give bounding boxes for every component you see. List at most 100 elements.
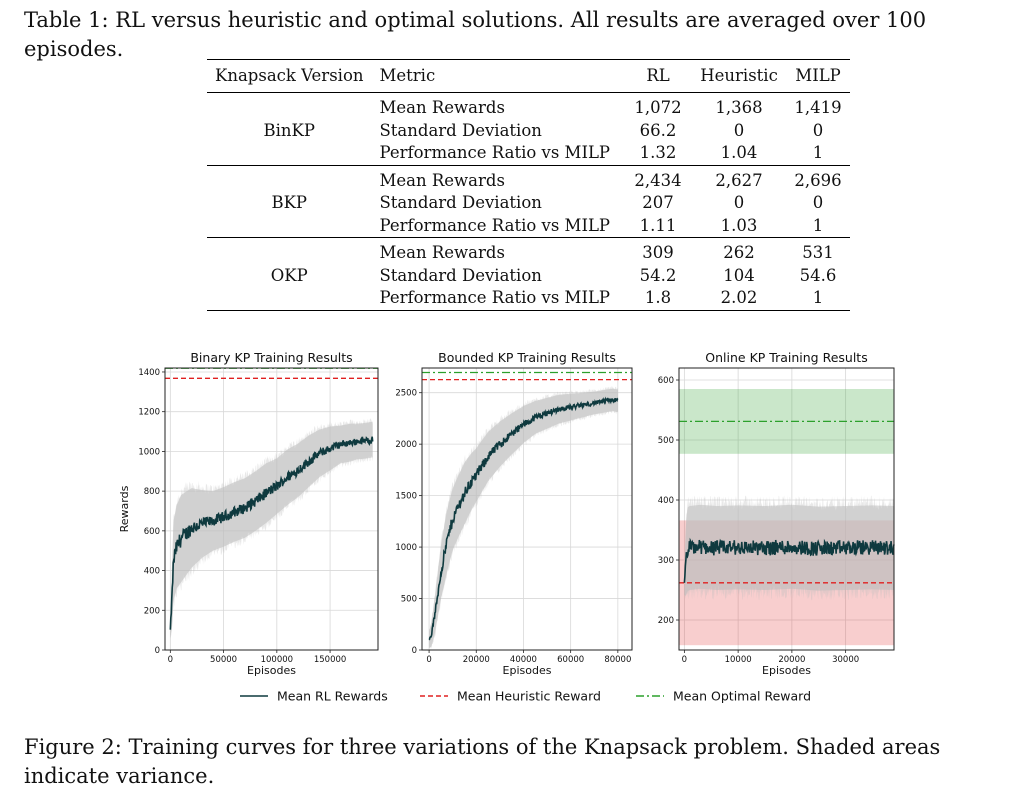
rl-mean-line: [683, 537, 895, 583]
table-group-okp: OKP Mean Rewards 309 262 531 Standard De…: [207, 238, 851, 310]
legend-label: Mean Optimal Reward: [673, 689, 811, 704]
milp-cell: 54.6: [799, 265, 837, 285]
rl-cell: 1.11: [639, 215, 677, 235]
metric-cell: Standard Deviation: [379, 120, 542, 140]
milp-cell: 0: [812, 120, 824, 140]
metric-cell: Mean Rewards: [379, 243, 505, 262]
heuristic-cell: 2.02: [720, 288, 758, 307]
heuristic-cell: 0: [733, 120, 745, 140]
chart-panel-2: Online KP Training Results 0 10000 20000 300…: [658, 350, 895, 677]
x-axis-label: Episodes: [247, 664, 296, 677]
y-tick-label: 500: [401, 595, 417, 605]
y-tick-label: 1500: [395, 492, 417, 502]
version-cell: BKP: [271, 193, 308, 212]
y-tick-label: 200: [144, 606, 160, 616]
metric-cell: Performance Ratio vs MILP: [379, 288, 611, 307]
table-row: Performance Ratio vs MILP 1.32 1.04 1: [207, 142, 850, 165]
y-tick-label: 800: [144, 487, 160, 497]
chart-frame: [164, 367, 379, 651]
y-tick-label: 400: [144, 567, 160, 577]
metric-cell: Performance Ratio vs MILP: [379, 215, 611, 235]
rl-mean-line: [428, 396, 619, 641]
rl-variance-band: [170, 421, 373, 639]
figure-caption: Figure 2: Training curves for three vari…: [24, 735, 941, 788]
table-row: Performance Ratio vs MILP 1.8 2.02 1: [207, 287, 850, 310]
rl-cell: 66.2: [639, 120, 677, 140]
x-tick-label: 20000: [778, 655, 805, 665]
chart-frame: [421, 367, 633, 651]
milp-cell: 2,696: [794, 170, 842, 190]
header-version: Knapsack Version: [207, 59, 372, 93]
rl-cell: 207: [642, 193, 674, 212]
x-tick-label: 0: [426, 655, 431, 665]
header-rl: RL: [624, 59, 693, 93]
rl-cell: 1.8: [644, 288, 672, 307]
table-group-bkp: BKP Mean Rewards 2,434 2,627 2,696 Stand…: [207, 165, 851, 238]
y-tick-label: 200: [658, 616, 674, 626]
chart-panel-0: Binary KP Training Results 0 50000 100000 15…: [118, 350, 379, 677]
milp-cell: 1,419: [794, 98, 842, 117]
header-heuristic: Heuristic: [692, 59, 787, 93]
metric-cell: Standard Deviation: [379, 265, 542, 285]
metric-cell: Mean Rewards: [379, 98, 505, 117]
y-tick-label: 600: [658, 376, 674, 386]
metric-cell: Mean Rewards: [379, 170, 505, 190]
x-tick-label: 30000: [832, 655, 859, 665]
x-axis-label: Episodes: [503, 664, 552, 677]
heuristic-cell: 104: [723, 265, 755, 285]
table-row: Standard Deviation 207 0 0: [207, 192, 850, 215]
y-tick-label: 0: [155, 646, 160, 656]
heuristic-cell: 1,368: [715, 98, 763, 117]
x-tick-label: 100000: [261, 655, 293, 665]
rl-variance-band: [429, 388, 618, 648]
x-tick-label: 0: [168, 655, 173, 665]
milp-cell: 1: [812, 215, 824, 235]
table-row: OKP Mean Rewards 309 262 531: [207, 238, 850, 285]
chart-frame: [678, 367, 895, 651]
table-row: Standard Deviation 66.2 0 0: [207, 120, 850, 143]
table-caption: Table 1: RL versus heuristic and optimal…: [24, 8, 927, 61]
table-group-binkp: BinKP Mean Rewards 1,072 1,368 1,419 Sta…: [207, 93, 851, 165]
y-tick-label: 600: [144, 527, 160, 537]
x-tick-label: 50000: [210, 655, 237, 665]
milp-cell: 531: [802, 243, 834, 262]
rl-cell: 1.32: [639, 143, 677, 162]
x-tick-label: 10000: [725, 655, 752, 665]
table-row: BKP Mean Rewards 2,434 2,627 2,696: [207, 165, 850, 213]
y-tick-label: 500: [658, 436, 674, 446]
y-tick-label: 1000: [395, 543, 417, 553]
milp-cell: 1: [812, 288, 824, 307]
metric-cell: Performance Ratio vs MILP: [379, 143, 611, 162]
y-tick-label: 1000: [138, 447, 160, 457]
results-table: Knapsack Version Metric RL Heuristic MIL…: [207, 59, 851, 311]
rl-cell: 54.2: [639, 265, 677, 285]
heuristic-cell: 0: [733, 193, 745, 212]
y-axis-label: Rewards: [118, 485, 131, 532]
metric-cell: Standard Deviation: [379, 193, 542, 212]
x-tick-label: 60000: [557, 655, 584, 665]
heuristic-cell: 2,627: [715, 170, 763, 190]
x-tick-label: 150000: [314, 655, 346, 665]
rl-cell: 1,072: [634, 98, 682, 117]
table-row: Standard Deviation 54.2 104 54.6: [207, 265, 850, 288]
y-tick-label: 400: [658, 496, 674, 506]
y-tick-label: 1200: [138, 408, 160, 418]
rl-cell: 2,434: [634, 170, 682, 190]
chart-title: Bounded KP Training Results: [438, 350, 616, 365]
y-tick-label: 2000: [395, 440, 417, 450]
table-row: BinKP Mean Rewards 1,072 1,368 1,419: [207, 93, 850, 140]
y-tick-label: 0: [412, 646, 417, 656]
heuristic-cell: 1.04: [720, 143, 758, 162]
chart-title: Binary KP Training Results: [190, 350, 352, 365]
x-tick-label: 0: [682, 655, 687, 665]
header-metric: Metric: [371, 59, 625, 93]
y-tick-label: 300: [658, 556, 674, 566]
y-tick-label: 2500: [395, 389, 417, 399]
rl-cell: 309: [642, 243, 674, 262]
version-cell: BinKP: [263, 120, 315, 140]
chart-legend: Mean RL Rewards Mean Heuristic Reward Mean…: [240, 689, 811, 704]
legend-label: Mean Heuristic Reward: [457, 689, 601, 704]
legend-label: Mean RL Rewards: [277, 689, 388, 704]
